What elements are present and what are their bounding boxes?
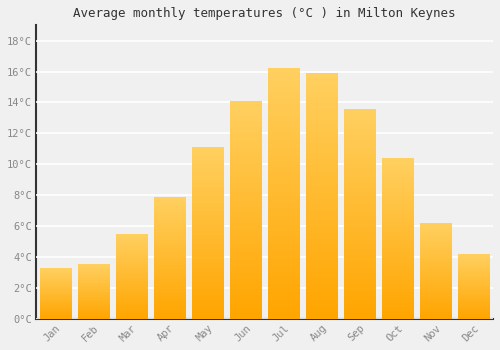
Title: Average monthly temperatures (°C ) in Milton Keynes: Average monthly temperatures (°C ) in Mi… — [74, 7, 456, 20]
